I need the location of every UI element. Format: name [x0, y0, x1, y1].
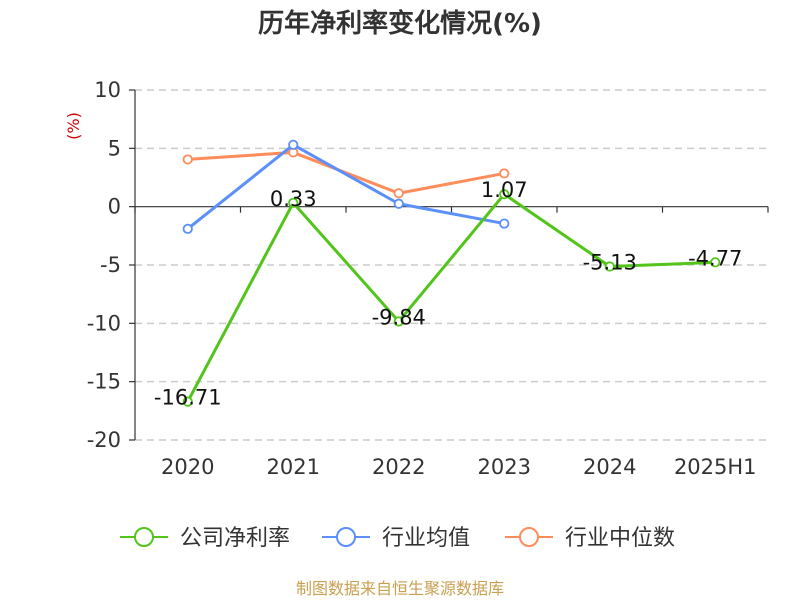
chart-title: 历年净利率变化情况(%)	[258, 8, 542, 39]
data-label: -9.84	[372, 305, 426, 329]
y-tick-label: 0	[108, 195, 121, 219]
data-point	[393, 316, 404, 327]
data-point	[499, 168, 510, 179]
data-labels: -16.71 0.33 -9.84 1.07 -5.13 -4.77	[154, 178, 743, 409]
data-point	[710, 257, 721, 268]
y-tick-label: 5	[108, 136, 121, 160]
legend-swatch-marker	[134, 527, 154, 547]
x-tick-label: 2022	[372, 455, 425, 479]
y-tick-label: -15	[87, 370, 121, 394]
y-axis-label: (%)	[64, 112, 83, 140]
y-tick-label: -10	[87, 311, 121, 335]
legend-label: 行业均值	[382, 526, 470, 551]
series-line	[186, 143, 505, 231]
series-group	[182, 139, 721, 407]
data-point	[499, 218, 510, 229]
data-point	[182, 223, 193, 234]
axes: 10 5 0 -5 -10 -15 -20 2020 2021 2022 2023 2024 2025H…	[87, 78, 769, 479]
y-tick-label: 10	[94, 78, 121, 102]
data-label: 1.07	[481, 178, 528, 202]
legend: 公司净利率 行业均值 行业中位数	[120, 526, 675, 551]
data-label: -5.13	[583, 251, 637, 275]
legend-swatch-marker	[336, 527, 356, 547]
series-line	[186, 192, 716, 403]
data-point	[393, 188, 404, 199]
data-point	[288, 139, 299, 150]
data-label: 0.33	[270, 187, 317, 211]
data-label: -16.71	[154, 386, 222, 410]
data-point	[288, 197, 299, 208]
data-label: -4.77	[688, 246, 742, 270]
y-tick-label: -5	[100, 253, 121, 277]
data-point	[182, 396, 193, 407]
x-tick-label: 2020	[161, 455, 214, 479]
data-point	[604, 261, 615, 272]
source-note: 制图数据来自恒生聚源数据库	[296, 579, 504, 598]
y-tick-label: -20	[87, 428, 121, 452]
x-tick-label: 2023	[478, 455, 531, 479]
legend-swatch-marker	[519, 527, 539, 547]
legend-label: 行业中位数	[565, 526, 675, 551]
data-point	[499, 189, 510, 200]
data-point	[393, 198, 404, 209]
x-tick-label: 2025H1	[674, 455, 757, 479]
x-tick-label: 2024	[583, 455, 636, 479]
legend-label: 公司净利率	[180, 526, 290, 551]
data-point	[182, 154, 193, 165]
grid	[135, 89, 768, 441]
x-tick-label: 2021	[267, 455, 320, 479]
